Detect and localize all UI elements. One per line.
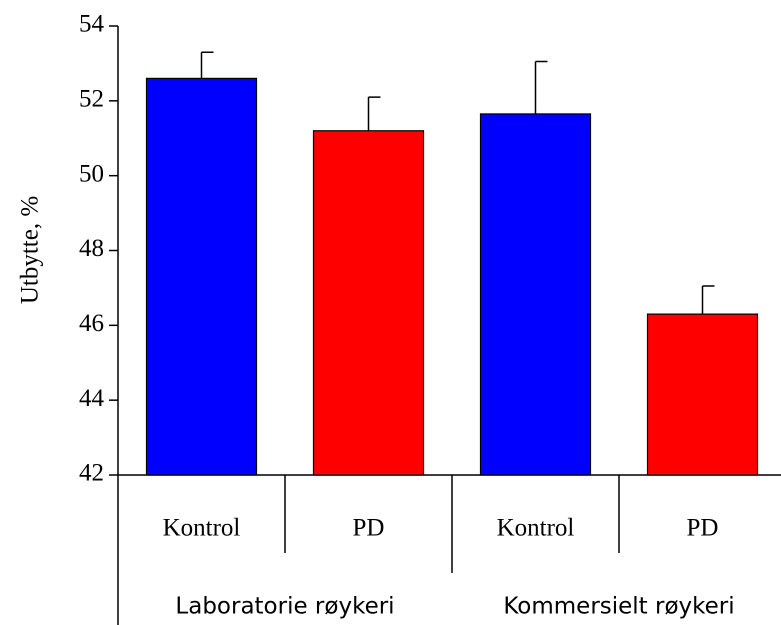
y-tick-label: 42 [79, 460, 104, 487]
y-tick-label: 54 [79, 11, 105, 38]
bar [479, 113, 592, 476]
y-tick-label: 46 [79, 310, 104, 337]
y-tick-label: 52 [79, 86, 104, 113]
x-tick-label: Kontrol [163, 515, 241, 542]
bar [646, 313, 759, 476]
group-label: Kommersielt røykeri [503, 594, 734, 620]
error-bar [200, 51, 214, 79]
bar [145, 77, 258, 476]
x-tick-label: Kontrol [497, 515, 575, 542]
x-tick-label: PD [353, 515, 385, 542]
y-axis-label: Utbytte, % [17, 196, 44, 304]
y-tick-label: 44 [79, 385, 105, 412]
y-tick-label: 50 [79, 160, 104, 187]
bar [312, 130, 425, 476]
y-tick-label: 48 [79, 235, 104, 262]
x-tick-label: PD [687, 515, 719, 542]
error-bar [534, 60, 548, 114]
error-bar [701, 285, 715, 315]
group-label: Laboratorie røykeri [175, 594, 394, 620]
error-bar [367, 96, 381, 131]
